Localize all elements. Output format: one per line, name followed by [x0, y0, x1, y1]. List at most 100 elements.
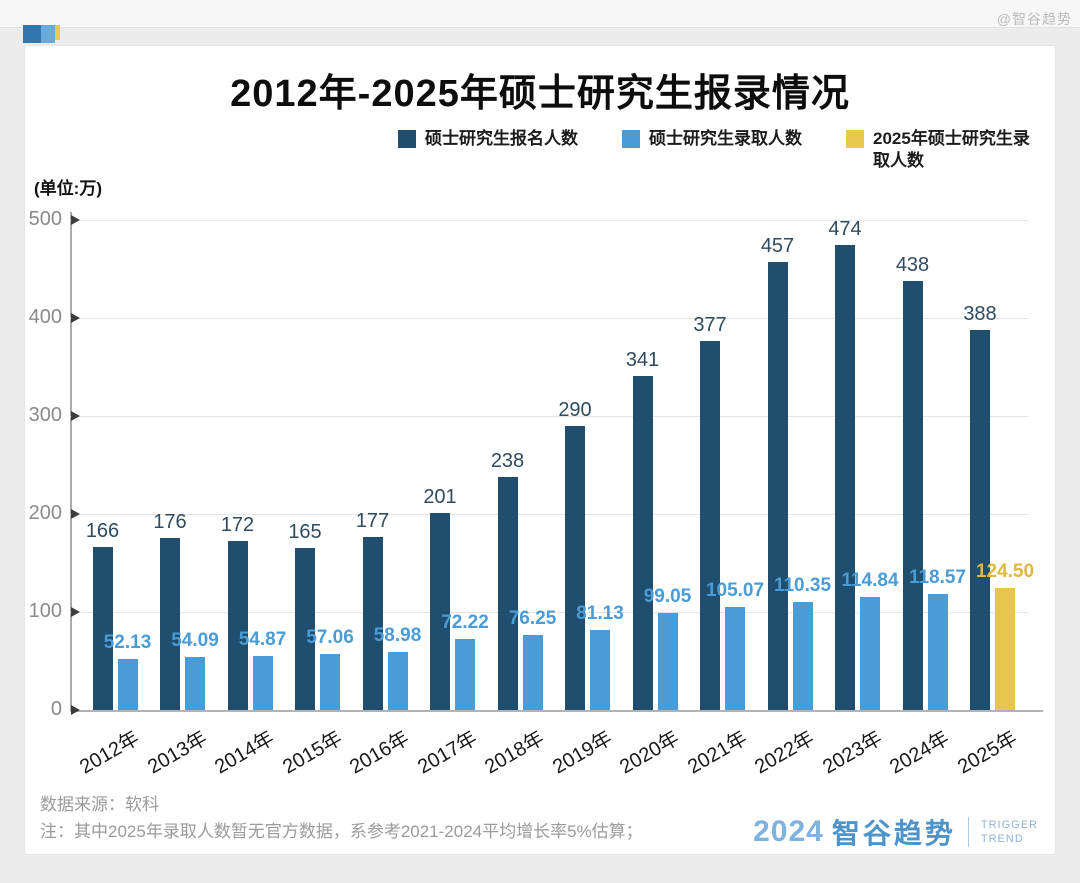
bar-value-label: 114.84 [841, 570, 899, 592]
y-tick-arrow [71, 509, 80, 519]
brand-tagline-line1: TRIGGER [980, 819, 1038, 831]
bar-value-label: 76.25 [508, 608, 557, 630]
bar-硕士研究生录取人数-2023年 [860, 597, 880, 710]
grid-line-500 [70, 220, 1028, 221]
bar-value-label: 388 [963, 302, 997, 325]
y-tick-label: 300 [28, 404, 62, 426]
legend-label: 硕士研究生录取人数 [649, 129, 802, 148]
bar-value-label: 172 [220, 514, 255, 537]
legend-swatch-icon [622, 130, 640, 148]
legend-item-1: 硕士研究生录取人数 [622, 128, 802, 150]
bar-value-label: 124.50 [975, 560, 1035, 582]
grid-line-100 [70, 612, 1028, 613]
brand-tagline: TRIGGER TREND [981, 818, 1038, 846]
logo-square-light [41, 25, 55, 43]
y-tick-arrow [71, 411, 80, 421]
brand-divider [967, 817, 969, 847]
y-tick-label: 500 [28, 208, 62, 230]
y-tick-label: 100 [28, 600, 62, 622]
y-tick-label: 0 [50, 698, 62, 720]
bar-value-label: 54.87 [238, 629, 287, 651]
bar-硕士研究生录取人数-2024年 [927, 593, 948, 710]
bar-value-label: 165 [288, 521, 322, 544]
bar-value-label: 99.05 [643, 585, 692, 607]
y-axis-line [70, 212, 72, 711]
y-tick-arrow [71, 607, 80, 617]
chart-title: 2012年-2025年硕士研究生报录情况 [230, 73, 850, 115]
bar-硕士研究生报名人数-2023年 [835, 245, 855, 710]
bar-硕士研究生录取人数-2018年 [522, 635, 543, 710]
bar-value-label: 377 [693, 313, 727, 336]
grid-line-400 [70, 318, 1028, 319]
bar-硕士研究生报名人数-2018年 [497, 476, 518, 710]
bar-value-label: 118.57 [908, 566, 967, 588]
legend-swatch-icon [398, 130, 416, 148]
bar-硕士研究生录取人数-2017年 [455, 639, 475, 710]
logo-square-yellow [55, 25, 60, 40]
bar-value-label: 72.22 [441, 612, 489, 634]
bar-硕士研究生报名人数-2014年 [227, 541, 248, 710]
logo-square-dark [23, 25, 41, 43]
legend-swatch-icon [846, 130, 864, 148]
bar-硕士研究生报名人数-2021年 [700, 340, 720, 710]
chart-card [24, 45, 1056, 855]
bar-硕士研究生报名人数-2016年 [362, 536, 383, 710]
bar-value-label: 166 [85, 520, 120, 543]
y-tick-arrow [71, 215, 80, 225]
y-tick-label: 200 [28, 502, 62, 524]
bar-value-label: 341 [625, 348, 660, 371]
bar-value-label: 201 [423, 486, 457, 509]
brand-year: 2024 [753, 815, 824, 848]
bar-硕士研究生录取人数-2015年 [320, 654, 340, 710]
bar-硕士研究生录取人数-2013年 [185, 656, 205, 710]
bar-硕士研究生录取人数-2022年 [792, 601, 813, 710]
bar-硕士研究生报名人数-2025年 [970, 329, 990, 710]
bar-value-label: 58.98 [373, 625, 422, 647]
brand-footer-logo: 2024 智谷趋势 TRIGGER TREND [753, 812, 1038, 852]
bar-value-label: 110.35 [773, 574, 832, 596]
data-source-note: 数据来源：软科 [40, 795, 159, 814]
bar-硕士研究生报名人数-2012年 [92, 547, 113, 710]
x-axis-line [70, 710, 1043, 712]
watermark-text: @智谷趋势 [996, 11, 1072, 27]
grid-line-200 [70, 514, 1028, 515]
unit-label: (单位:万) [34, 179, 102, 198]
page-top-strip [0, 0, 1080, 28]
bar-硕士研究生录取人数-2021年 [725, 607, 745, 710]
bar-value-label: 290 [558, 398, 592, 421]
legend-label: 2025年硕士研究生录取人数 [873, 129, 1030, 170]
bar-value-label: 176 [153, 510, 187, 533]
bar-硕士研究生报名人数-2020年 [632, 375, 653, 710]
y-tick-arrow [71, 705, 80, 715]
bar-硕士研究生报名人数-2022年 [767, 262, 788, 710]
bar-value-label: 54.09 [171, 629, 219, 651]
bar-value-label: 238 [490, 449, 525, 472]
grid-line-300 [70, 416, 1028, 417]
bar-value-label: 438 [895, 253, 930, 276]
bar-value-label: 52.13 [103, 631, 152, 653]
bar-value-label: 105.07 [705, 580, 765, 602]
legend-label: 硕士研究生报名人数 [425, 129, 578, 148]
bar-硕士研究生报名人数-2019年 [565, 425, 585, 710]
estimation-note: 注：其中2025年录取人数暂无官方数据，系参考2021-2024平均增长率5%估… [40, 822, 643, 841]
bar-value-label: 457 [760, 235, 795, 258]
y-tick-label: 400 [28, 306, 62, 328]
bar-硕士研究生报名人数-2017年 [430, 513, 450, 710]
legend-item-0: 硕士研究生报名人数 [398, 128, 578, 150]
bar-硕士研究生报名人数-2013年 [160, 537, 180, 710]
bar-硕士研究生录取人数-2012年 [117, 658, 138, 710]
y-tick-arrow [71, 313, 80, 323]
brand-tagline-line2: TREND [980, 833, 1024, 845]
bar-硕士研究生录取人数-2014年 [252, 656, 273, 710]
bar-value-label: 177 [355, 509, 390, 532]
bar-硕士研究生录取人数-2020年 [657, 612, 678, 710]
bar-value-label: 474 [828, 218, 862, 241]
brand-name: 智谷趋势 [831, 818, 956, 849]
bar-硕士研究生报名人数-2015年 [295, 548, 315, 710]
bar-2025年硕士研究生录取人数-2025年 [995, 587, 1015, 710]
bar-硕士研究生录取人数-2016年 [387, 652, 408, 710]
brand-logo-icon [23, 25, 60, 43]
bar-硕士研究生录取人数-2019年 [590, 630, 610, 710]
chart-legend: 硕士研究生报名人数 硕士研究生录取人数 2025年硕士研究生录取人数 [398, 128, 1031, 172]
